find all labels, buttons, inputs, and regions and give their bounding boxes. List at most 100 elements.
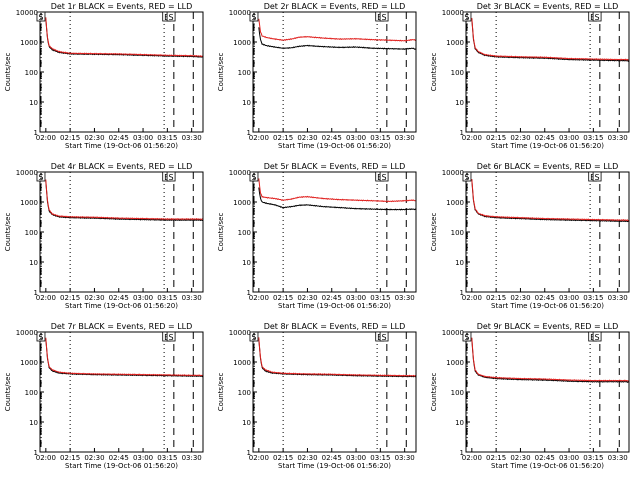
chart-title: Det 9r BLACK = Events, RED = LLD: [477, 322, 619, 331]
y-tick-label: 100: [25, 389, 38, 397]
x-axis-label: Start Time (19-Oct-06 01:56:20): [278, 302, 391, 310]
x-axis-label: Start Time (19-Oct-06 01:56:20): [278, 462, 391, 470]
x-tick-label: 02:30: [510, 454, 530, 462]
marker-box: [592, 331, 602, 342]
x-tick-label: 02:15: [60, 134, 80, 142]
y-tick-label: 10000: [16, 9, 38, 17]
x-tick-label: 03:00: [133, 454, 153, 462]
x-tick-label: 02:00: [36, 294, 56, 302]
x-tick-label: 02:30: [84, 134, 104, 142]
y-tick-label: 100: [451, 229, 464, 237]
series-line-events: [258, 172, 417, 233]
marker-label: S: [382, 13, 387, 22]
x-tick-label: 02:00: [249, 134, 269, 142]
x-tick-label: 02:45: [535, 454, 555, 462]
x-tick-label: 03:00: [559, 294, 579, 302]
chart-panel: Det 5r BLACK = Events, RED = LLDSES11010…: [217, 162, 417, 310]
x-tick-label: 02:15: [273, 454, 293, 462]
x-tick-label: 03:15: [157, 134, 177, 142]
x-tick-label: 03:15: [583, 294, 603, 302]
chart-title: Det 8r BLACK = Events, RED = LLD: [264, 322, 406, 331]
marker-box: [379, 11, 389, 22]
x-tick-label: 03:15: [370, 454, 390, 462]
chart-panel: Det 3r BLACK = Events, RED = LLDSES11010…: [430, 2, 630, 150]
series-line-lld: [258, 332, 417, 380]
x-tick-label: 03:00: [346, 134, 366, 142]
series-line-lld: [45, 172, 204, 223]
x-tick-label: 02:45: [535, 134, 555, 142]
plot-frame: [39, 11, 204, 133]
y-tick-label: 1: [34, 289, 38, 297]
plot-frame: [39, 171, 204, 293]
x-tick-label: 03:00: [133, 294, 153, 302]
x-tick-label: 02:15: [60, 294, 80, 302]
marker-label: S: [464, 173, 469, 182]
plot-frame: [465, 11, 630, 133]
marker-label: S: [38, 173, 43, 182]
x-tick-label: 02:15: [486, 454, 506, 462]
marker-label: S: [251, 173, 256, 182]
x-tick-label: 03:30: [608, 134, 628, 142]
marker-label: S: [464, 13, 469, 22]
x-tick-label: 02:45: [322, 454, 342, 462]
x-tick-label: 03:30: [395, 134, 415, 142]
plot-frame: [39, 331, 204, 453]
x-axis-label: Start Time (19-Oct-06 01:56:20): [278, 142, 391, 150]
series-line-lld: [471, 332, 630, 383]
x-tick-label: 02:45: [535, 294, 555, 302]
x-tick-label: 03:00: [133, 134, 153, 142]
y-tick-label: 1: [34, 129, 38, 137]
series-line-events: [258, 12, 417, 63]
x-tick-label: 03:30: [182, 454, 202, 462]
y-tick-label: 1000: [20, 359, 38, 367]
x-tick-label: 02:30: [510, 294, 530, 302]
y-tick-label: 10000: [442, 169, 464, 177]
marker-label: S: [251, 13, 256, 22]
chart-panel: Det 1r BLACK = Events, RED = LLDSES11010…: [4, 2, 204, 150]
marker-box: [166, 171, 176, 182]
y-axis-label: Counts/sec: [217, 213, 225, 252]
y-tick-label: 1: [34, 449, 38, 457]
y-tick-label: 100: [238, 69, 251, 77]
x-axis-label: Start Time (19-Oct-06 01:56:20): [65, 302, 178, 310]
x-tick-label: 02:00: [36, 454, 56, 462]
y-tick-label: 100: [451, 69, 464, 77]
chart-panel: Det 7r BLACK = Events, RED = LLDSES11010…: [4, 322, 204, 470]
x-tick-label: 02:30: [297, 134, 317, 142]
y-tick-label: 10: [455, 419, 464, 427]
series-line-lld: [45, 332, 204, 377]
marker-box: [166, 11, 176, 22]
marker-label: S: [169, 13, 174, 22]
x-tick-label: 03:30: [395, 454, 415, 462]
series-line-lld: [258, 172, 417, 211]
y-tick-label: 10: [29, 419, 38, 427]
chart-title: Det 1r BLACK = Events, RED = LLD: [51, 2, 193, 11]
x-tick-label: 02:15: [273, 294, 293, 302]
x-tick-label: 02:45: [322, 134, 342, 142]
x-axis-label: Start Time (19-Oct-06 01:56:20): [65, 462, 178, 470]
x-tick-label: 03:30: [182, 294, 202, 302]
y-axis-label: Counts/sec: [217, 373, 225, 412]
y-tick-label: 100: [238, 229, 251, 237]
x-tick-label: 03:15: [583, 454, 603, 462]
y-tick-label: 1: [460, 289, 464, 297]
y-tick-label: 10000: [229, 169, 251, 177]
x-tick-label: 02:15: [273, 134, 293, 142]
series-line-lld: [258, 12, 417, 47]
x-tick-label: 02:15: [60, 454, 80, 462]
x-tick-label: 02:00: [462, 454, 482, 462]
chart-panel: Det 6r BLACK = Events, RED = LLDSES11010…: [430, 162, 630, 310]
marker-label: S: [382, 173, 387, 182]
x-axis-label: Start Time (19-Oct-06 01:56:20): [491, 302, 604, 310]
y-tick-label: 1000: [446, 359, 464, 367]
y-tick-label: 10000: [229, 9, 251, 17]
x-tick-label: 03:00: [559, 134, 579, 142]
y-tick-label: 10000: [442, 9, 464, 17]
x-tick-label: 03:30: [182, 134, 202, 142]
x-tick-label: 02:45: [109, 294, 129, 302]
y-axis-label: Counts/sec: [217, 53, 225, 92]
chart-panel: Det 4r BLACK = Events, RED = LLDSES11010…: [4, 162, 204, 310]
y-tick-label: 100: [238, 389, 251, 397]
x-tick-label: 02:00: [36, 134, 56, 142]
chart-panel: Det 8r BLACK = Events, RED = LLDSES11010…: [217, 322, 417, 470]
